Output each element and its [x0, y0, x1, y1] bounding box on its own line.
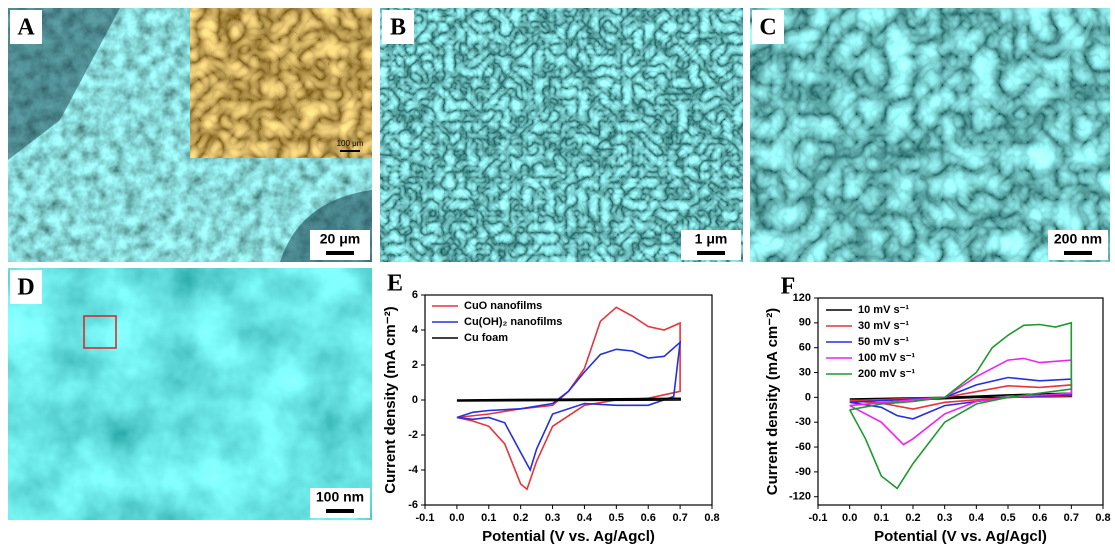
y-tick-label: -4 [408, 464, 419, 476]
scale-bar [326, 509, 354, 513]
y-tick-label: 30 [799, 366, 811, 378]
x-axis-label: Potential (V vs. Ag/Agcl) [482, 528, 655, 545]
scale-bar-label: 200 nm [1054, 231, 1102, 247]
panel-label: A [17, 15, 35, 41]
y-tick-label: 6 [412, 289, 418, 301]
x-tick-label: 0.2 [905, 512, 920, 524]
x-tick-label: 0.4 [577, 512, 593, 524]
y-tick-label: 90 [799, 317, 811, 329]
x-tick-label: 0.3 [545, 512, 560, 524]
legend-label: Cu(OH)₂ nanofilms [464, 316, 562, 328]
y-tick-label: 0 [805, 391, 811, 403]
legend-label: CuO nanofilms [464, 300, 542, 312]
panel-label: D [17, 275, 34, 301]
x-tick-label: 0.8 [704, 512, 719, 524]
x-tick-label: 0.6 [1032, 512, 1047, 524]
y-tick-label: -30 [795, 416, 811, 428]
scale-bar [1064, 251, 1092, 255]
x-tick-label: 0.7 [1064, 512, 1079, 524]
x-tick-label: -0.1 [416, 512, 435, 524]
x-tick-label: 0.2 [513, 512, 528, 524]
cv-curve [457, 342, 680, 470]
y-tick-label: -2 [408, 429, 418, 441]
sem-image [380, 8, 743, 262]
y-tick-label: -60 [795, 441, 811, 453]
x-tick-label: 0.8 [1095, 512, 1110, 524]
legend-label: 10 mV s⁻¹ [858, 304, 909, 316]
x-tick-label: 0.1 [481, 512, 496, 524]
panel-label: E [387, 271, 403, 297]
x-tick-label: -0.1 [809, 512, 828, 524]
y-axis-label: Current density (mA cm⁻²) [382, 306, 399, 493]
y-tick-label: 4 [412, 324, 419, 336]
y-axis-label: Current density (mA cm⁻²) [764, 308, 781, 495]
inset-image [190, 8, 372, 158]
x-tick-label: 0.5 [1000, 512, 1015, 524]
scale-bar-label: 1 μm [695, 231, 728, 247]
image-panels [8, 8, 1110, 520]
x-tick-label: 0.0 [842, 512, 857, 524]
scale-bar-label: 100 nm [316, 489, 364, 505]
x-tick-label: 0.5 [609, 512, 624, 524]
y-tick-label: -120 [789, 491, 811, 503]
x-tick-label: 0.7 [672, 512, 687, 524]
y-tick-label: 120 [793, 292, 811, 304]
legend-label: 200 mV s⁻¹ [858, 368, 916, 380]
y-tick-label: 0 [412, 394, 418, 406]
legend-label: 30 mV s⁻¹ [858, 320, 909, 332]
x-tick-label: 0.0 [449, 512, 464, 524]
y-tick-label: 2 [412, 359, 418, 371]
y-tick-label: -90 [795, 466, 811, 478]
x-tick-label: 0.4 [969, 512, 985, 524]
sem-image [750, 8, 1110, 262]
tem-image [8, 268, 372, 520]
inset-scale-bar-label: 100 μm [337, 139, 364, 148]
page: A 20 μm 100 μm B 1 μm C 200 nm D 100 nm E -0.1 0.0 0… [0, 0, 1115, 546]
scale-bar-label: 20 μm [320, 231, 360, 247]
scale-bar [326, 251, 354, 255]
panel-label: C [759, 15, 776, 41]
panel-label: B [390, 15, 406, 41]
scale-bar [697, 251, 725, 255]
legend-label: Cu foam [464, 332, 508, 344]
x-tick-label: 0.1 [874, 512, 889, 524]
legend-label: 50 mV s⁻¹ [858, 336, 909, 348]
figure: A 20 μm 100 μm B 1 μm C 200 nm D 100 nm E -0.1 0.0 0… [0, 0, 1115, 546]
x-tick-label: 0.3 [937, 512, 952, 524]
y-tick-label: 60 [799, 342, 811, 354]
x-axis-label: Potential (V vs. Ag/Agcl) [874, 528, 1047, 545]
cv-curve [457, 398, 680, 401]
inset-scale-bar [340, 150, 360, 152]
x-tick-label: 0.6 [641, 512, 656, 524]
y-tick-label: -6 [408, 499, 418, 511]
legend-label: 100 mV s⁻¹ [858, 352, 916, 364]
